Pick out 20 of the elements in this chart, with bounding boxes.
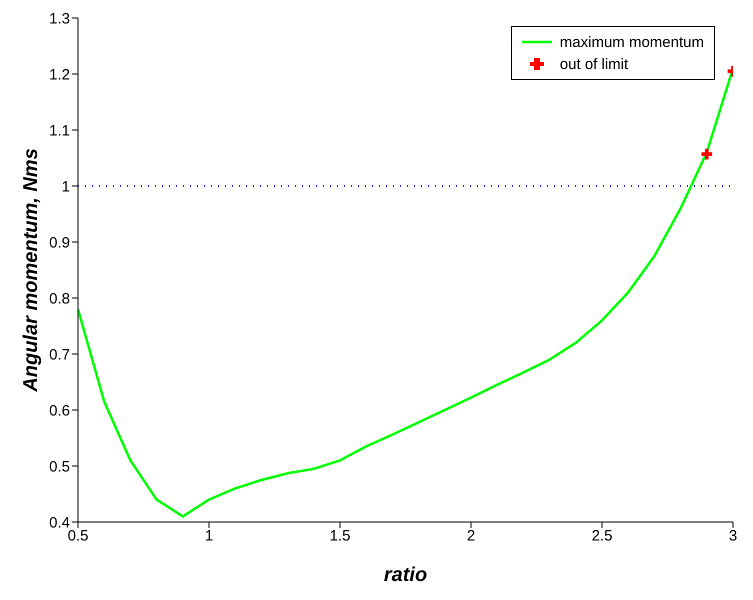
- y-axis-title: Angular momentum, Nms: [20, 148, 42, 393]
- x-tick-label: 1.5: [330, 528, 350, 545]
- x-tick-label: 2.5: [592, 528, 612, 545]
- x-tick-label: 1: [204, 528, 214, 545]
- legend-label: out of limit: [560, 56, 628, 72]
- y-tick-label: 0.8: [49, 290, 70, 308]
- y-tick-label: 1.3: [49, 10, 70, 28]
- x-tick-label: 0.5: [68, 528, 88, 545]
- y-tick-label: 0.7: [49, 346, 70, 364]
- y-tick-label: 0.9: [49, 234, 70, 252]
- legend-label: maximum momentum: [560, 34, 704, 50]
- x-axis-title: ratio: [384, 564, 428, 586]
- y-tick-label: 1.2: [49, 66, 70, 84]
- y-tick-label: 1.1: [49, 122, 70, 140]
- y-tick-label: 0.5: [49, 458, 70, 476]
- y-tick-label: 0.4: [49, 514, 70, 532]
- x-tick-label: 2: [466, 528, 476, 545]
- y-tick-label: 1: [62, 178, 70, 196]
- x-tick-label: 3: [728, 528, 738, 545]
- y-tick-label: 0.6: [49, 402, 70, 420]
